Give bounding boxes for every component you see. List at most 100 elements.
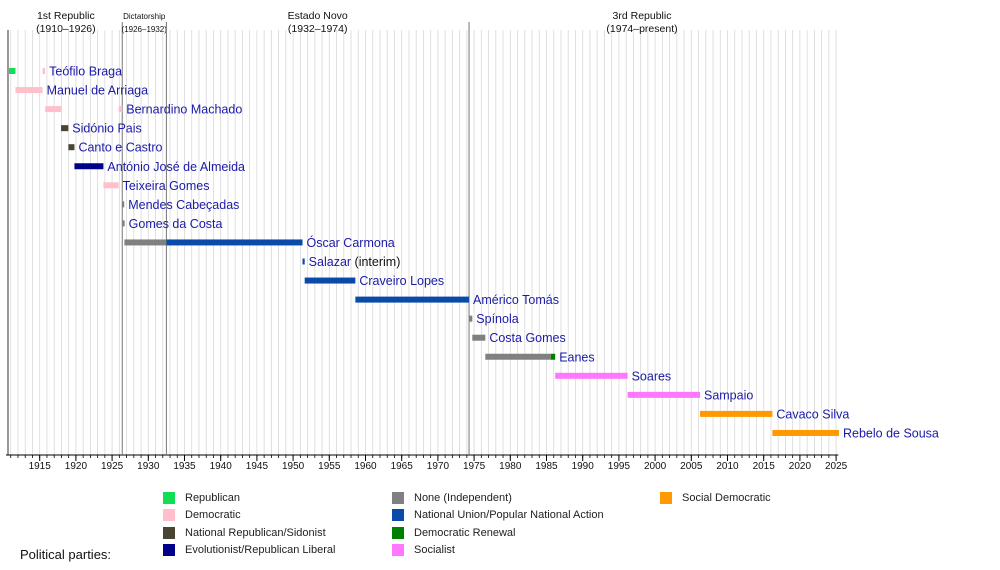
legend-item: National Republican/Sidonist	[163, 526, 326, 539]
president-label: Gomes da Costa	[129, 217, 223, 231]
legend-label: Democratic	[185, 509, 241, 522]
president-suffix: (interim)	[351, 255, 400, 269]
president-label: Craveiro Lopes	[359, 274, 444, 288]
tick-label: 2010	[716, 461, 739, 472]
term-bar	[485, 353, 551, 360]
term-bar	[627, 391, 700, 398]
tick-label: 2025	[825, 461, 848, 472]
term-bar	[122, 201, 125, 208]
legend-swatch	[163, 509, 175, 522]
tick-label: 1940	[210, 461, 233, 472]
tick-label: 1915	[29, 461, 52, 472]
president-label: Spínola	[476, 312, 518, 326]
era-name: 3rd Republic	[613, 10, 672, 22]
tick-label: 1935	[173, 461, 196, 472]
term-bar	[15, 87, 43, 94]
era-span: (1932–1974)	[288, 23, 348, 35]
president-label: Teófilo Braga	[49, 65, 122, 79]
legend-swatch	[163, 526, 175, 539]
legend-item: National Union/Popular National Action	[392, 509, 604, 522]
legend-title: Political parties:	[20, 547, 112, 562]
president-name: Teófilo Braga	[49, 65, 122, 79]
term-bar	[699, 410, 773, 417]
era-name: Estado Novo	[288, 10, 348, 22]
tick-label: 1950	[282, 461, 305, 472]
legend-swatch	[163, 543, 175, 556]
president-label: Teixeira Gomes	[123, 179, 210, 193]
president-label: Rebelo de Sousa	[843, 426, 939, 440]
legend-swatch	[392, 509, 404, 522]
president-name: Américo Tomás	[473, 293, 559, 307]
tick-label: 2015	[753, 461, 776, 472]
era-name: Dictatorship	[123, 12, 166, 21]
term-bar	[355, 296, 470, 303]
legend-label: None (Independent)	[414, 492, 512, 504]
term-bar	[118, 106, 123, 113]
president-name: Craveiro Lopes	[359, 274, 444, 288]
president-label: Mendes Cabeçadas	[128, 198, 239, 212]
term-bar	[68, 144, 75, 151]
president-name: Cavaco Silva	[776, 407, 849, 421]
term-bar	[45, 106, 62, 113]
legend-item: Democratic	[163, 509, 241, 522]
tick-label: 1945	[246, 461, 269, 472]
legend-item: Democratic Renewal	[392, 526, 515, 539]
legend-label: Socialist	[414, 543, 455, 556]
president-name: Teixeira Gomes	[123, 179, 210, 193]
tick-label: 1970	[427, 461, 450, 472]
term-bar	[472, 334, 486, 341]
legend-swatch	[392, 543, 404, 556]
tick-label: 1980	[499, 461, 522, 472]
term-bar	[550, 353, 556, 360]
president-name: Soares	[632, 369, 672, 383]
term-bar	[304, 277, 356, 284]
president-name: Bernardino Machado	[126, 103, 242, 117]
tick-label: 2000	[644, 461, 667, 472]
president-name: Sidónio Pais	[72, 122, 142, 136]
president-label: Canto e Castro	[78, 141, 162, 155]
legend-item: Socialist	[392, 543, 455, 556]
president-name: Óscar Carmona	[307, 235, 395, 250]
term-bar	[122, 220, 125, 227]
legend-label: Social Democratic	[682, 492, 771, 504]
president-label: Salazar (interim)	[309, 255, 401, 269]
president-name: Costa Gomes	[489, 331, 565, 345]
president-label: Óscar Carmona	[307, 235, 395, 250]
tick-label: 1925	[101, 461, 124, 472]
legend-item: None (Independent)	[392, 492, 512, 504]
legend-label: Republican	[185, 492, 241, 504]
president-name: Eanes	[559, 350, 594, 364]
president-label: Manuel de Arriaga	[47, 84, 149, 98]
term-bar	[555, 372, 628, 379]
legend-swatch	[163, 492, 175, 504]
president-name: Manuel de Arriaga	[47, 84, 149, 98]
president-name: Mendes Cabeçadas	[128, 198, 239, 212]
tick-label: 1990	[572, 461, 595, 472]
term-bar	[124, 239, 167, 246]
term-bar	[772, 429, 839, 436]
term-bar	[61, 125, 69, 132]
era-span: (1926–1932)	[122, 25, 168, 34]
president-name: Gomes da Costa	[129, 217, 223, 231]
legend-item: Republican	[163, 492, 240, 504]
term-bar	[103, 182, 119, 189]
term-bar	[302, 258, 305, 265]
tick-label: 1995	[608, 461, 631, 472]
president-name: Rebelo de Sousa	[843, 426, 939, 440]
term-bar	[9, 68, 16, 74]
term-bar	[74, 163, 104, 170]
tick-label: 1955	[318, 461, 341, 472]
tick-label: 1985	[535, 461, 558, 472]
legend-label: Evolutionist/Republican Liberal	[185, 543, 336, 556]
president-name: Sampaio	[704, 388, 753, 402]
legend-swatch	[392, 526, 404, 539]
tick-label: 1975	[463, 461, 486, 472]
era-span: (1974–present)	[606, 23, 677, 35]
legend-label: National Republican/Sidonist	[185, 526, 326, 539]
president-name: Salazar	[309, 255, 351, 269]
president-label: Eanes	[559, 350, 594, 364]
president-label: Costa Gomes	[489, 331, 565, 345]
president-name: Spínola	[476, 312, 518, 326]
